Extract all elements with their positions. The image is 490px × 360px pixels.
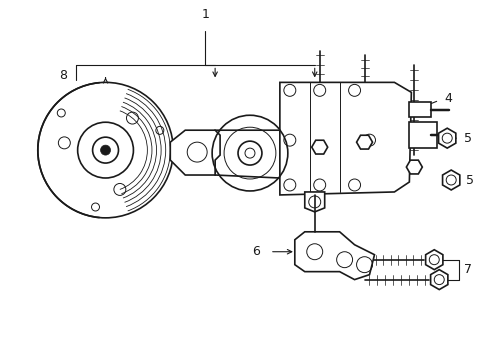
Polygon shape <box>305 192 325 212</box>
Text: 2: 2 <box>279 107 287 120</box>
Polygon shape <box>439 128 456 148</box>
Text: 5: 5 <box>466 174 474 186</box>
Polygon shape <box>442 170 460 190</box>
Polygon shape <box>409 102 431 117</box>
Polygon shape <box>357 135 372 149</box>
Circle shape <box>100 145 111 155</box>
Polygon shape <box>171 130 220 175</box>
Polygon shape <box>295 232 374 280</box>
Text: 6: 6 <box>252 245 260 258</box>
Polygon shape <box>406 160 422 174</box>
Text: 7: 7 <box>464 263 472 276</box>
Text: 3: 3 <box>404 121 412 134</box>
Text: 8: 8 <box>59 69 67 82</box>
Text: 1: 1 <box>201 8 209 21</box>
Polygon shape <box>409 122 437 148</box>
Polygon shape <box>431 270 448 289</box>
Polygon shape <box>280 82 412 195</box>
Text: 4: 4 <box>444 92 452 105</box>
Polygon shape <box>215 130 280 178</box>
Text: 5: 5 <box>464 132 472 145</box>
Polygon shape <box>312 140 328 154</box>
Polygon shape <box>426 250 443 270</box>
